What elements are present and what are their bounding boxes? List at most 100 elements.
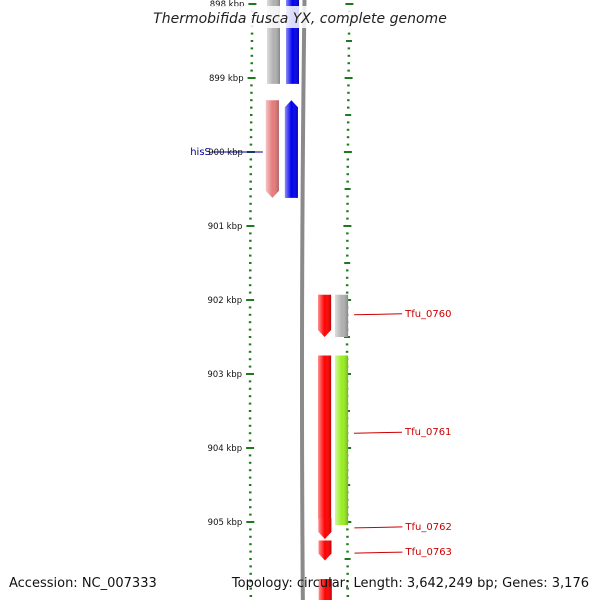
kbp-tick-label: 900 kbp [208,148,243,158]
minor-tick-left [249,239,252,242]
major-tick-left [247,77,256,79]
minor-tick-left [248,350,252,353]
minor-tick-left [249,491,252,494]
minor-tick-right [345,350,349,353]
minor-tick-left [249,180,252,183]
minor-tick-left [248,439,252,442]
minor-tick-left [248,365,252,368]
minor-tick-right [347,54,351,57]
minor-tick-right [346,550,349,553]
minor-tick-left [250,62,253,65]
minor-tick-right [344,558,351,560]
minor-tick-right [346,580,349,583]
major-tick-left [246,447,255,449]
minor-tick-left [249,121,253,124]
minor-tick-right [345,291,349,294]
major-tick-right [344,77,353,79]
gene-label-Tfu_0760: Tfu_0760 [404,309,451,320]
minor-tick-left [249,165,252,168]
minor-tick-right [346,269,349,272]
feature-shading [318,355,332,525]
minor-tick-right [344,262,351,264]
minor-tick-right [345,343,349,346]
feature-Tfu_0763 [318,540,332,561]
minor-tick-left [248,336,252,338]
minor-tick-right [346,202,349,205]
minor-tick-right [346,165,349,168]
genome-summary-text: Topology: circular; Length: 3,642,249 bp… [231,576,589,591]
minor-tick-left [249,565,252,568]
gene-label-leader [353,431,403,434]
minor-tick-left [249,210,252,213]
minor-tick-left [248,461,252,464]
gene-label-Tfu_0762: Tfu_0762 [404,522,451,533]
major-tick-left [246,521,255,523]
minor-tick-right [347,99,350,102]
minor-tick-left [249,558,252,560]
minor-tick-left [249,572,252,575]
minor-tick-left [248,380,252,383]
minor-tick-left [249,254,252,257]
minor-tick-right [347,69,350,72]
minor-tick-right [346,210,349,213]
major-tick-left [248,3,257,5]
feature-shading [265,100,279,198]
minor-tick-left [249,188,252,190]
minor-tick-right [346,180,349,183]
minor-tick-left [249,247,252,250]
minor-tick-right [345,276,349,279]
minor-tick-left [248,395,252,398]
feature-Tfu_0762 [318,518,332,539]
feature-green-right [335,355,349,525]
minor-tick-left [248,284,252,287]
minor-tick-left [249,535,252,538]
minor-tick-left [248,306,252,309]
gene-label-leader [354,551,403,554]
minor-tick-left [248,313,252,316]
minor-tick-left [249,262,252,264]
minor-tick-left [250,32,254,35]
minor-tick-left [249,587,252,590]
minor-tick-right [346,572,349,575]
major-tick-right [343,151,352,153]
kbp-tick-label: 904 kbp [207,444,242,454]
kbp-tick-label: 899 kbp [209,74,244,84]
major-tick-left [246,225,255,227]
minor-tick-right [346,528,349,531]
minor-tick-right [346,40,352,42]
minor-tick-right [347,106,350,109]
kbp-tick-label: 901 kbp [208,222,243,232]
minor-tick-left [249,136,253,139]
minor-tick-left [249,543,252,546]
minor-tick-left [249,173,252,176]
minor-tick-left [248,321,252,324]
minor-tick-right [347,84,350,87]
feature-Tfu_0760 [318,294,332,337]
kbp-tick-label: 903 kbp [207,370,242,380]
minor-tick-left [250,40,254,42]
minor-tick-right [346,254,349,257]
minor-tick-left [248,343,252,346]
minor-tick-right [346,195,349,198]
gene-label-leader [354,313,403,316]
gene-label-hisS: hisS [190,147,211,158]
minor-tick-left [249,128,253,131]
minor-tick-left [250,54,254,57]
minor-tick-left [248,454,252,457]
gene-label-Tfu_0761: Tfu_0761 [404,427,451,438]
minor-tick-right [346,535,349,538]
minor-tick-left [249,217,252,220]
tick-layer: 898 kbp 899 kbp 900 kbp 901 kbp 902 kbp 903 k… [207,0,354,597]
minor-tick-left [249,158,253,161]
minor-tick-right [346,247,349,250]
minor-tick-left [249,202,252,205]
accession-text: Accession: NC_007333 [9,576,157,591]
feature-shading [318,518,332,539]
minor-tick-right [345,114,352,116]
map-title: Thermobifida fusca YX, complete genome [153,11,447,27]
minor-tick-right [346,158,350,161]
gene-label-Tfu_0763: Tfu_0763 [405,547,452,558]
major-tick-left [246,299,255,301]
minor-tick-left [250,99,253,102]
